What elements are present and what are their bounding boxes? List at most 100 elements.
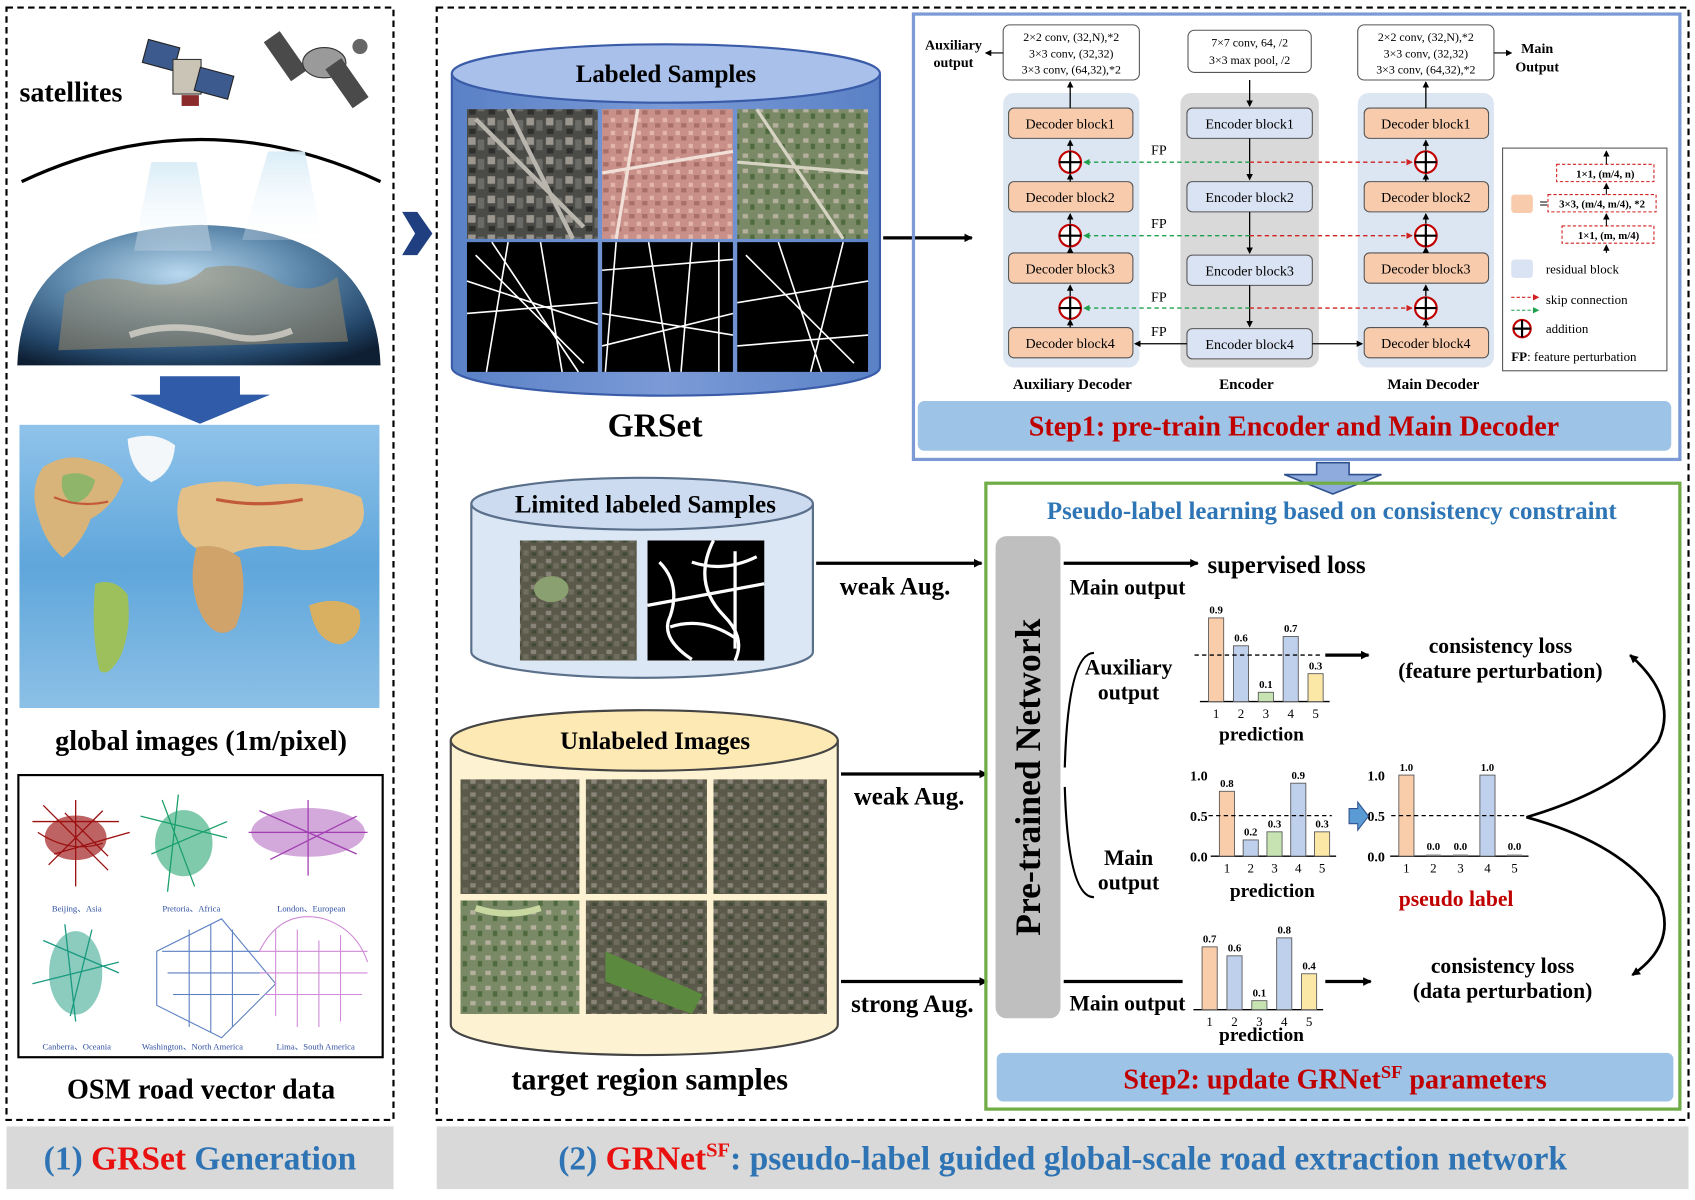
- osm-city-label-4: Canberra、Oceania: [43, 1042, 112, 1052]
- pretrained-network-label: Pre-trained Network: [1008, 618, 1048, 935]
- category-tick-label: 5: [1312, 706, 1318, 721]
- legend-equals: =: [1539, 197, 1548, 213]
- category-tick-label: 3: [1263, 706, 1269, 721]
- bar-value-label: 0.9: [1292, 770, 1306, 782]
- category-tick-label: 5: [1306, 1014, 1312, 1029]
- legend-skip: skip connection: [1546, 292, 1628, 307]
- down-arrow-step2-icon: [1283, 461, 1382, 495]
- legend-addition: addition: [1546, 321, 1589, 336]
- bar-value-label: 0.1: [1253, 987, 1267, 999]
- consistency-dp-line-2: (data perturbation): [1413, 979, 1592, 1003]
- bar-value-label: 1.0: [1481, 762, 1495, 774]
- chart-bar: [1282, 636, 1299, 703]
- y-tick-label: 1.0: [1367, 768, 1385, 784]
- chart-bar: [1266, 831, 1283, 857]
- aux-spec-line-1: 2×2 conv, (32,N),*2: [1023, 30, 1119, 44]
- bar-value-label: 0.3: [1315, 819, 1329, 831]
- aux-output-label-line-1: Auxiliary: [925, 38, 982, 54]
- prediction-label-2: prediction: [1230, 881, 1315, 902]
- bar-value-label: 0.8: [1277, 925, 1291, 937]
- osm-map-canberra: [32, 924, 120, 1022]
- supervised-loss: supervised loss: [1207, 552, 1365, 579]
- chart-bar: [1276, 937, 1293, 1011]
- chart-bar: [1251, 1000, 1268, 1011]
- category-tick-label: 5: [1319, 860, 1325, 875]
- weak-aug-label-2: weak Aug.: [854, 783, 965, 810]
- step2-learning: Pseudo-label learning based on consisten…: [984, 481, 1682, 1111]
- panel-grnet: Labeled Samples GRSet Limited labeled Sa…: [435, 6, 1690, 1190]
- chart-bar: [1201, 946, 1218, 1011]
- main-spec-line-1: 2×2 conv, (32,N),*2: [1378, 30, 1474, 44]
- chart-pseudo-label: 1.0 1 0.0 2 0.0 3 1.0 4 0.0 5 1.0 0.5 0.0: [1367, 762, 1529, 875]
- bar-value-label: 0.0: [1454, 841, 1468, 853]
- skip-connections: [1083, 158, 1413, 312]
- fp-label-3: FP: [1151, 290, 1167, 306]
- labeled-samples-database: Labeled Samples: [450, 43, 882, 397]
- satellite-icon-1: [141, 38, 235, 106]
- chart-aux-output: 0.9 1 0.6 2 0.1 3 0.7 4 0.3 5: [1194, 605, 1330, 721]
- encoder-block-1: Encoder block1: [1205, 117, 1294, 133]
- aux-spec-line-2: 3×3 conv, (32,32): [1029, 46, 1113, 60]
- bar-value-label: 0.3: [1309, 660, 1323, 672]
- y-tick-label: 0.5: [1190, 809, 1208, 825]
- category-tick-label: 4: [1281, 1014, 1288, 1029]
- main-output-line-1: Main: [1104, 846, 1153, 870]
- osm-city-label-5: Washington、North America: [142, 1042, 243, 1052]
- aux-spec-line-3: 3×3 conv, (64,32),*2: [1022, 63, 1121, 77]
- osm-map-beijing: [32, 799, 130, 887]
- curve-to-fp-loss: [1525, 654, 1666, 819]
- unlabeled-images-database: Unlabeled Images: [449, 709, 839, 1057]
- target-region-label: target region samples: [511, 1063, 788, 1097]
- bar-value-label: 0.2: [1244, 827, 1258, 839]
- category-tick-label: 2: [1247, 860, 1253, 875]
- osm-label: OSM road vector data: [67, 1074, 335, 1105]
- main-output-label-3: Main output: [1070, 992, 1187, 1016]
- step1-architecture: 2×2 conv, (32,N),*2 3×3 conv, (32,32) 3×…: [911, 12, 1682, 462]
- chart-bar: [1425, 854, 1441, 857]
- unlabeled-images-title: Unlabeled Images: [560, 728, 750, 755]
- caption-box-2: [436, 1126, 1689, 1190]
- orbit-arc: [20, 137, 382, 184]
- y-tick-label: 0.0: [1367, 850, 1385, 866]
- main-spec-line-3: 3×3 conv, (64,32),*2: [1376, 63, 1475, 77]
- main-output-label-line-2: Output: [1515, 59, 1559, 75]
- branch-brace-bottom: [1063, 786, 1095, 899]
- world-map-image: [19, 424, 380, 709]
- category-tick-label: 1: [1403, 860, 1409, 875]
- category-tick-label: 3: [1271, 860, 1277, 875]
- down-arrow-icon: [129, 376, 271, 424]
- limited-samples-database: Limited labeled Samples: [470, 476, 814, 679]
- fp-label-2: FP: [1151, 216, 1167, 232]
- category-tick-label: 1: [1206, 1014, 1212, 1029]
- legend: 1×1, (m/4, n) 3×3, (m/4, m/4), *2 1×1, (…: [1502, 147, 1668, 372]
- legend-conv-3: 1×1, (m, m/4): [1578, 230, 1640, 242]
- step1-title-bar: [917, 401, 1672, 451]
- consistency-fp-line-1: consistency loss: [1429, 634, 1572, 658]
- osm-city-label-6: Lima、South America: [276, 1042, 354, 1052]
- main-decoder-block-4: Decoder block4: [1381, 336, 1470, 352]
- aux-decoder-blocks: Decoder block1 Decoder block2 Decoder bl…: [1008, 107, 1134, 359]
- aux-decoder-block-3: Decoder block3: [1026, 261, 1115, 277]
- aux-output-line-2: output: [1098, 680, 1160, 704]
- caption-box-1: [6, 1126, 394, 1190]
- osm-map-london: [248, 799, 368, 876]
- consistency-fp-line-2: (feature perturbation): [1398, 659, 1602, 683]
- main-output-line-2: output: [1098, 871, 1160, 895]
- chart-strong-output: 0.7 1 0.6 2 0.1 3 0.8 4 0.4 5: [1193, 925, 1324, 1029]
- enc-spec-line-1: 7×7 conv, 64, /2: [1211, 35, 1288, 49]
- osm-city-label-1: Beijing、Asia: [52, 903, 102, 913]
- satellites-label: satellites: [19, 78, 122, 109]
- step2-title-bar: [996, 1052, 1674, 1102]
- chart-bar: [1301, 973, 1318, 1011]
- panel-grset-generation: satellites global images (1m/pixel): [5, 6, 395, 1190]
- addition-icons: [1058, 150, 1438, 320]
- aux-decoder-block-2: Decoder block2: [1026, 190, 1115, 206]
- branch-brace-top: [1063, 651, 1095, 768]
- consistency-dp-line-1: consistency loss: [1431, 954, 1574, 978]
- prediction-label-1: prediction: [1219, 724, 1304, 745]
- chart-bar: [1307, 673, 1324, 703]
- enc-spec-line-2: 3×3 max pool, /2: [1209, 53, 1290, 67]
- grset-label: GRSet: [608, 408, 704, 445]
